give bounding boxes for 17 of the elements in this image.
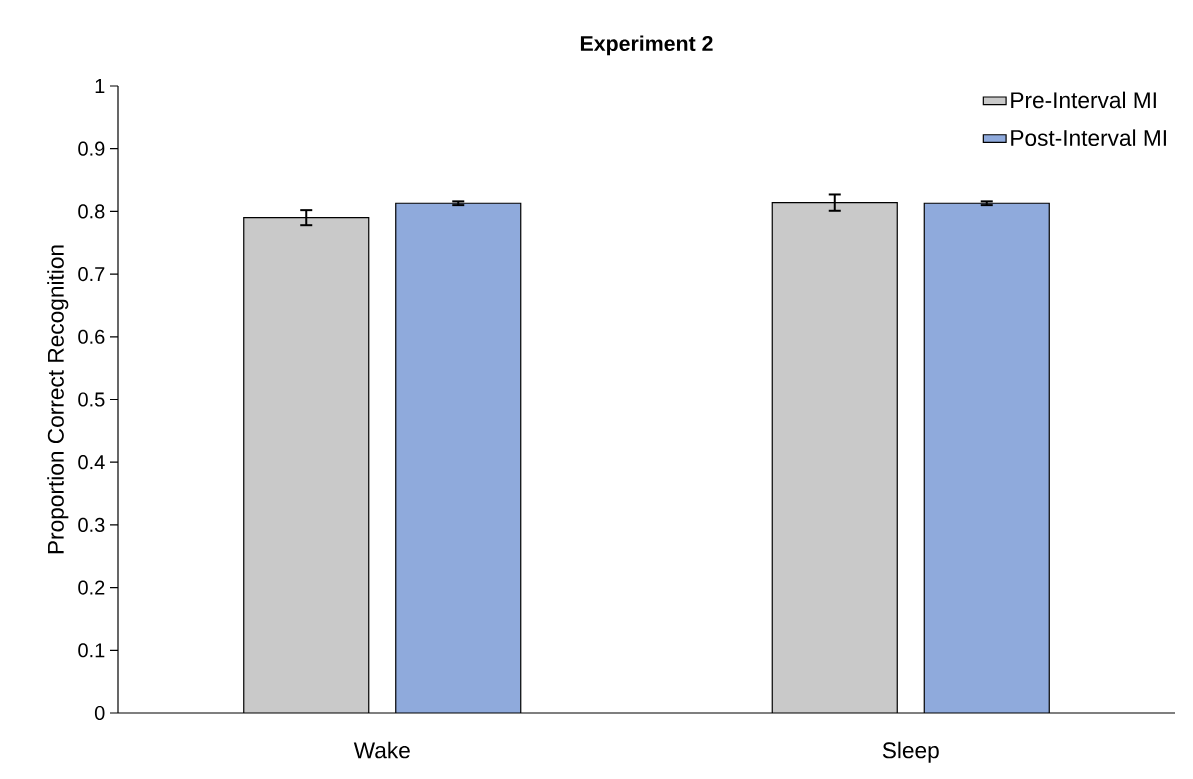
y-tick-label: 0.8 bbox=[78, 204, 105, 219]
y-tick-label: 0.5 bbox=[78, 392, 105, 407]
y-tick-label: 0.3 bbox=[78, 517, 105, 532]
y-tick-label: 0.7 bbox=[78, 267, 105, 282]
y-tick-label: 0.4 bbox=[78, 455, 105, 470]
y-tick-label: 0.6 bbox=[78, 329, 105, 344]
legend-label: Pre-Interval MI bbox=[1011, 91, 1156, 109]
y-tick-label: 1 bbox=[95, 79, 105, 93]
y-axis-title: Proportion Correct Recognition bbox=[47, 245, 69, 554]
y-tick-label: 0.1 bbox=[78, 643, 105, 658]
x-tick-label: Sleep bbox=[882, 741, 939, 763]
y-tick-label: 0.9 bbox=[78, 141, 105, 156]
x-tick-label: Wake bbox=[353, 741, 410, 759]
legend-label: Post-Interval MI bbox=[1011, 129, 1166, 147]
y-tick-label: 0.2 bbox=[78, 580, 105, 595]
chart-title: Experiment 2 bbox=[580, 35, 713, 56]
y-tick-label: 0 bbox=[94, 705, 105, 721]
